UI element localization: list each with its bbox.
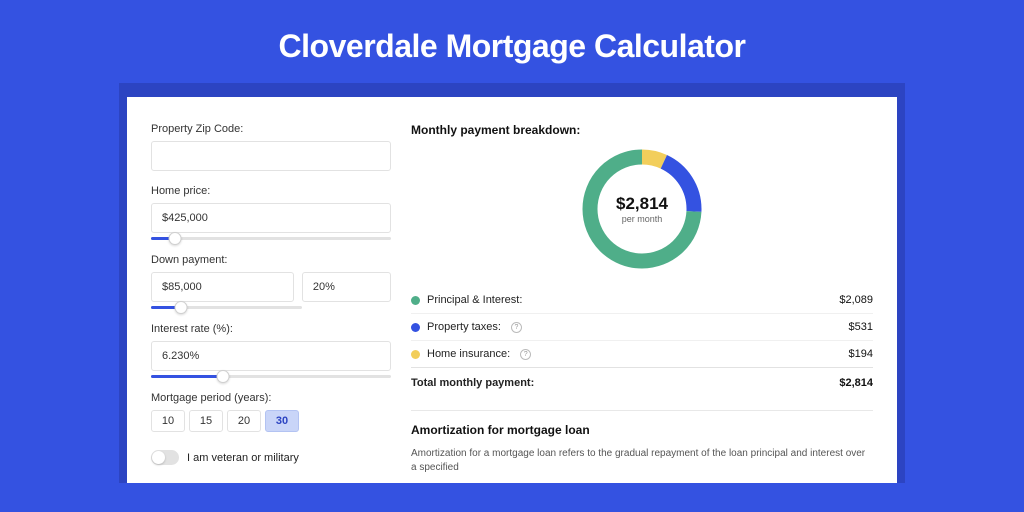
donut-center: $2,814 per month [582, 149, 702, 269]
interest-rate-label: Interest rate (%): [151, 323, 391, 335]
interest-rate-slider-fill [151, 375, 223, 378]
down-payment-input[interactable] [151, 272, 294, 302]
legend-dot-0 [411, 296, 420, 305]
down-payment-field-group: Down payment: [151, 254, 391, 309]
down-payment-slider[interactable] [151, 306, 302, 309]
donut-sublabel: per month [622, 214, 663, 224]
interest-rate-slider[interactable] [151, 375, 391, 378]
legend-left-2: Home insurance:? [411, 348, 531, 360]
home-price-field-group: Home price: [151, 185, 391, 240]
zip-field-group: Property Zip Code: [151, 123, 391, 171]
period-btn-10[interactable]: 10 [151, 410, 185, 432]
period-btn-20[interactable]: 20 [227, 410, 261, 432]
interest-rate-field-group: Interest rate (%): [151, 323, 391, 378]
zip-label: Property Zip Code: [151, 123, 391, 135]
legend-dot-1 [411, 323, 420, 332]
period-buttons: 10152030 [151, 410, 391, 432]
donut-chart: $2,814 per month [582, 149, 702, 269]
down-payment-slider-thumb[interactable] [175, 301, 188, 314]
card-shadow-band: Property Zip Code: Home price: Down paym… [119, 83, 905, 483]
legend-left-1: Property taxes:? [411, 321, 522, 333]
down-payment-inputs [151, 272, 391, 302]
total-label: Total monthly payment: [411, 377, 534, 389]
legend-row-2: Home insurance:? $194 [411, 341, 873, 367]
calculator-card: Property Zip Code: Home price: Down paym… [127, 97, 897, 483]
home-price-label: Home price: [151, 185, 391, 197]
down-payment-pct-input[interactable] [302, 272, 391, 302]
total-label-wrap: Total monthly payment: [411, 377, 534, 389]
total-row: Total monthly payment: $2,814 [411, 367, 873, 396]
period-btn-15[interactable]: 15 [189, 410, 223, 432]
amortization-section: Amortization for mortgage loan Amortizat… [411, 410, 873, 475]
interest-rate-slider-thumb[interactable] [217, 370, 230, 383]
zip-input[interactable] [151, 141, 391, 171]
amortization-title: Amortization for mortgage loan [411, 423, 873, 437]
interest-rate-input[interactable] [151, 341, 391, 371]
legend-dot-2 [411, 350, 420, 359]
home-price-slider-thumb[interactable] [169, 232, 182, 245]
down-payment-label: Down payment: [151, 254, 391, 266]
home-price-input[interactable] [151, 203, 391, 233]
legend-value-1: $531 [849, 321, 873, 333]
donut-wrap: $2,814 per month [411, 149, 873, 269]
legend-value-2: $194 [849, 348, 873, 360]
legend-row-0: Principal & Interest: $2,089 [411, 287, 873, 314]
legend-label-2: Home insurance: [427, 348, 510, 360]
veteran-label: I am veteran or military [187, 452, 299, 464]
legend: Principal & Interest: $2,089 Property taxe… [411, 287, 873, 367]
amortization-text: Amortization for a mortgage loan refers … [411, 447, 873, 475]
info-icon[interactable]: ? [511, 322, 522, 333]
legend-left-0: Principal & Interest: [411, 294, 522, 306]
period-field-group: Mortgage period (years): 10152030 [151, 392, 391, 432]
breakdown-title: Monthly payment breakdown: [411, 123, 873, 137]
donut-amount: $2,814 [616, 194, 668, 214]
total-value: $2,814 [839, 377, 873, 389]
veteran-toggle-row: I am veteran or military [151, 450, 391, 465]
info-icon[interactable]: ? [520, 349, 531, 360]
breakdown-column: Monthly payment breakdown: $2,814 per mo… [411, 123, 873, 483]
home-price-slider[interactable] [151, 237, 391, 240]
period-label: Mortgage period (years): [151, 392, 391, 404]
period-btn-30[interactable]: 30 [265, 410, 299, 432]
legend-row-1: Property taxes:? $531 [411, 314, 873, 341]
veteran-toggle[interactable] [151, 450, 179, 465]
page-title: Cloverdale Mortgage Calculator [0, 0, 1024, 83]
legend-value-0: $2,089 [839, 294, 873, 306]
form-column: Property Zip Code: Home price: Down paym… [151, 123, 391, 483]
legend-label-0: Principal & Interest: [427, 294, 522, 306]
veteran-toggle-knob [152, 451, 165, 464]
legend-label-1: Property taxes: [427, 321, 501, 333]
